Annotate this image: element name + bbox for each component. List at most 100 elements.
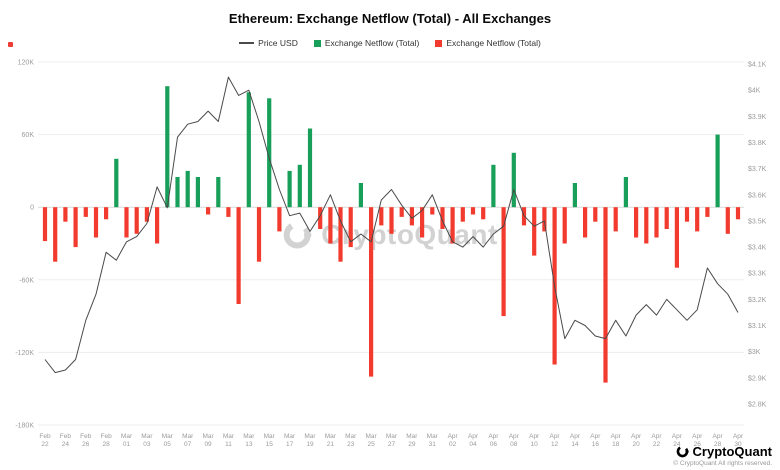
red-marker-icon xyxy=(8,42,13,47)
x-axis-tick-label: Apr 30 xyxy=(733,433,744,448)
page-title: Ethereum: Exchange Netflow (Total) - All… xyxy=(228,11,552,26)
netflow-bar xyxy=(674,207,679,268)
legend-item-price-usd[interactable]: Price USD xyxy=(239,38,298,48)
netflow-bar xyxy=(583,207,588,238)
x-axis-tick-label: Mar 03 xyxy=(141,433,153,448)
netflow-bar xyxy=(185,170,190,208)
x-axis-tick-label: Apr 12 xyxy=(549,433,560,448)
x-axis-tick-label: Apr 28 xyxy=(713,433,724,448)
netflow-bar xyxy=(134,207,139,234)
x-axis-tick-label: Apr 02 xyxy=(448,433,459,448)
netflow-bar xyxy=(695,207,700,232)
netflow-bar xyxy=(369,207,374,377)
netflow-bar xyxy=(501,207,506,317)
x-axis-tick-label: Apr 24 xyxy=(672,433,683,448)
x-axis-tick-label: Feb 28 xyxy=(101,433,113,448)
netflow-bar xyxy=(307,128,313,208)
netflow-bar xyxy=(613,207,618,232)
netflow-bar xyxy=(297,164,302,208)
netflow-bar xyxy=(470,207,476,215)
netflow-bar xyxy=(664,207,669,229)
legend-item-netflow-negative[interactable]: Exchange Netflow (Total) xyxy=(435,38,541,48)
netflow-bar xyxy=(562,207,567,244)
netflow-bar xyxy=(450,207,455,244)
netflow-bar xyxy=(572,183,577,208)
netflow-bar xyxy=(389,207,394,234)
x-axis-tick-label: Mar 13 xyxy=(243,433,255,448)
x-axis-tick-label: Mar 29 xyxy=(406,433,418,448)
netflow-bar xyxy=(542,207,547,232)
left-axis-tick-label: -180K xyxy=(15,423,34,430)
netflow-bar xyxy=(705,207,710,217)
netflow-bar xyxy=(195,177,200,208)
legend-item-netflow-positive[interactable]: Exchange Netflow (Total) xyxy=(313,38,420,48)
x-axis-tick-label: Apr 10 xyxy=(529,433,540,448)
netflow-bar xyxy=(246,92,251,208)
line-swatch-icon xyxy=(239,42,255,44)
netflow-bar xyxy=(155,207,160,244)
netflow-bar xyxy=(206,207,211,215)
netflow-bar xyxy=(603,207,608,383)
netflow-bar xyxy=(236,207,241,304)
x-axis-tick-label: Apr 18 xyxy=(611,433,622,448)
netflow-bar xyxy=(725,207,730,234)
right-axis-tick-label: $3.7K xyxy=(748,166,767,173)
netflow-bar xyxy=(399,207,404,217)
x-axis-tick-label: Mar 07 xyxy=(182,433,194,448)
right-axis-tick-label: $3.8K xyxy=(748,140,767,147)
netflow-bar xyxy=(684,207,690,222)
left-axis-tick-label: 0 xyxy=(30,205,34,212)
netflow-bar xyxy=(267,98,272,208)
cryptoquant-logo-icon xyxy=(676,445,689,458)
x-axis-tick-label: Mar 27 xyxy=(386,433,398,448)
netflow-bar xyxy=(144,207,149,222)
netflow-bar xyxy=(420,207,425,238)
right-axis-tick-label: $3.5K xyxy=(748,218,767,225)
netflow-bar xyxy=(491,164,496,208)
netflow-bar xyxy=(175,177,180,208)
netflow-bar xyxy=(226,207,231,217)
x-axis-tick-label: Mar 25 xyxy=(366,433,378,448)
netflow-bar xyxy=(287,170,292,208)
x-axis-tick-label: Mar 21 xyxy=(325,433,337,448)
footer-brand[interactable]: CryptoQuant xyxy=(673,444,772,459)
legend-label-netflow-negative: Exchange Netflow (Total) xyxy=(446,38,541,48)
netflow-bar xyxy=(104,207,109,220)
x-axis-tick-label: Apr 20 xyxy=(631,433,642,448)
x-axis-tick-label: Feb 26 xyxy=(80,433,92,448)
netflow-bar xyxy=(328,207,333,244)
right-axis-tick-label: $4K xyxy=(748,88,761,95)
legend-label-price-usd: Price USD xyxy=(258,38,298,48)
netflow-bar xyxy=(593,207,598,222)
right-axis-tick-label: $2.9K xyxy=(748,375,767,382)
right-axis-tick-label: $3.3K xyxy=(748,271,767,278)
netflow-bar xyxy=(481,207,486,220)
x-axis-tick-label: Mar 01 xyxy=(121,433,133,448)
right-axis-tick-label: $3.2K xyxy=(748,297,767,304)
x-axis-tick-label: Mar 31 xyxy=(427,433,439,448)
netflow-price-chart[interactable]: 120K 60K 0 -60K -120K -180K $4.1K $4K $3.9K $3.8K… xyxy=(0,52,780,452)
footer-copyright: © CryptoQuant All rights reserved. xyxy=(673,460,772,467)
x-axis-tick-label: Mar 17 xyxy=(284,433,296,448)
right-axis-tick-label: $4.1K xyxy=(748,62,767,69)
x-axis-tick-label: Mar 05 xyxy=(162,433,174,448)
x-axis-tick-label: Apr 14 xyxy=(570,433,581,448)
x-axis-tick-label: Apr 08 xyxy=(509,433,520,448)
left-axis-tick-label: 60K xyxy=(22,132,35,139)
netflow-bar xyxy=(42,207,48,242)
netflow-bar xyxy=(256,207,262,262)
x-axis-tick-label: Apr 26 xyxy=(692,433,703,448)
legend-label-netflow-positive: Exchange Netflow (Total) xyxy=(324,38,420,48)
netflow-bar xyxy=(715,134,720,208)
netflow-bar xyxy=(348,207,353,248)
left-axis-tick-label: -120K xyxy=(15,350,34,357)
netflow-bar xyxy=(53,207,58,262)
legend: Price USD Exchange Netflow (Total) Excha… xyxy=(0,38,780,48)
x-axis-tick-label: Apr 22 xyxy=(651,433,662,448)
netflow-bar xyxy=(440,207,445,229)
netflow-bar xyxy=(654,207,659,238)
x-axis-tick-label: Mar 11 xyxy=(223,433,235,448)
left-axis-tick-label: 120K xyxy=(18,60,35,67)
footer: CryptoQuant © CryptoQuant All rights res… xyxy=(673,444,772,467)
right-axis-tick-label: $3.4K xyxy=(748,245,767,252)
